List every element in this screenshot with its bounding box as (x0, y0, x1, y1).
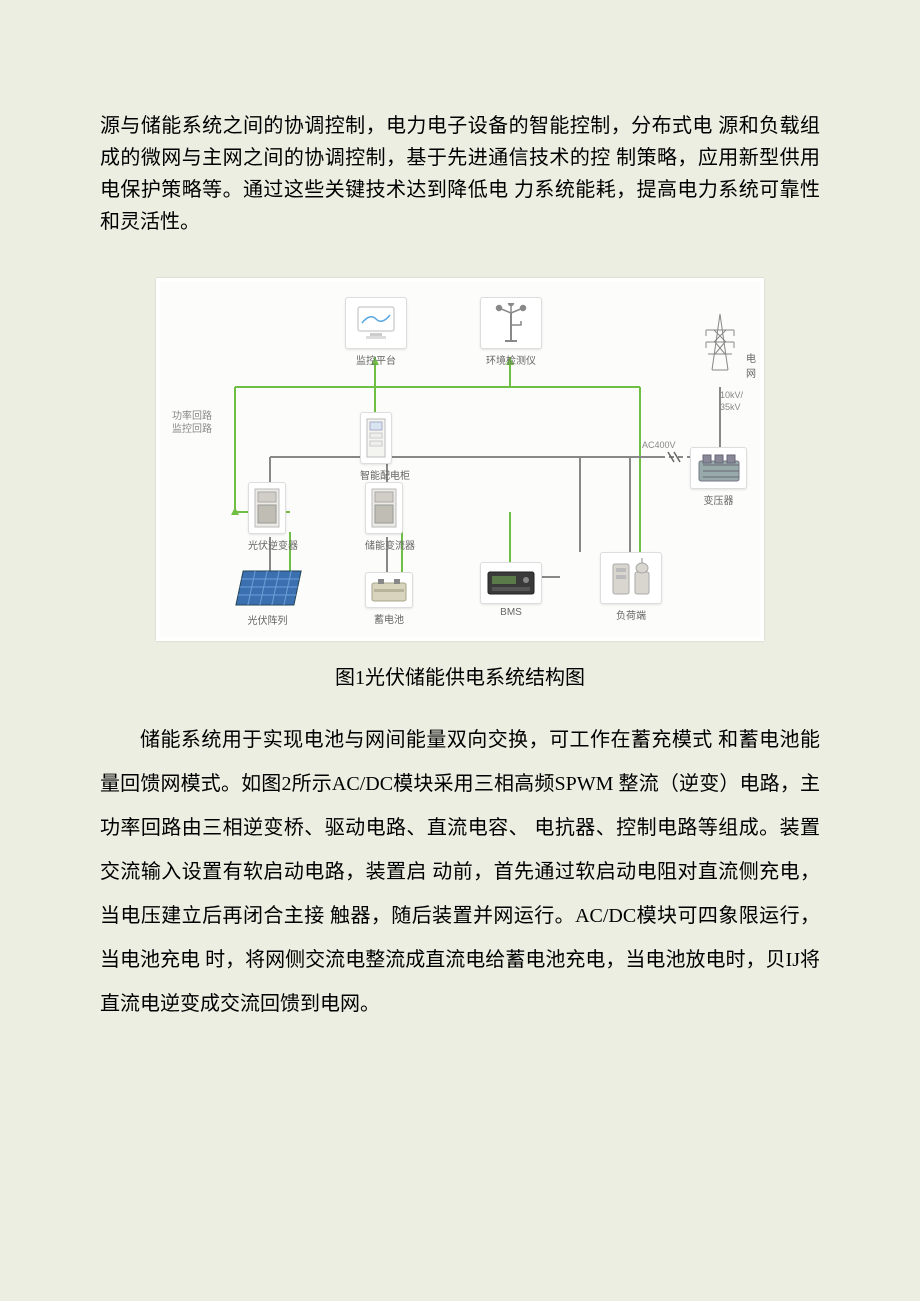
transformer-node: 变压器 (690, 447, 747, 507)
pv-array-node: 光伏阵列 (230, 567, 305, 627)
bms-icon (480, 562, 542, 604)
load-icon (600, 552, 662, 604)
grid-node: 电网 (698, 312, 742, 377)
storage-converter-icon (365, 482, 403, 534)
env-detector-node: 环境检测仪 (480, 297, 542, 367)
battery-node: 蓄电池 (365, 572, 413, 626)
monitor-platform-node: 监控平台 (345, 297, 407, 367)
document-page: 源与储能系统之间的协调控制，电力电子设备的智能控制，分布式电 源和负载组成的微网… (0, 0, 920, 1086)
kv-label: 10kV/ 35kV (720, 390, 743, 413)
ac400-label: AC400V (642, 440, 676, 452)
system-diagram: 功率回路 监控回路 监控平台 (156, 278, 764, 641)
pv-inverter-icon (248, 482, 286, 534)
transformer-icon (690, 447, 747, 489)
anemometer-icon (480, 297, 542, 349)
battery-icon (365, 572, 413, 608)
cabinet-node: 智能配电柜 (360, 412, 410, 482)
tower-icon (698, 312, 742, 372)
cabinet-icon (360, 412, 392, 464)
pv-inverter-node: 光伏逆变器 (248, 482, 298, 552)
bms-node: BMS (480, 562, 542, 618)
load-node: 负荷端 (600, 552, 662, 622)
figure-caption: 图1光伏储能供电系统结构图 (100, 661, 820, 690)
intro-paragraph: 源与储能系统之间的协调控制，电力电子设备的智能控制，分布式电 源和负载组成的微网… (100, 110, 820, 238)
monitor-icon (345, 297, 407, 349)
power-loop-label: 功率回路 监控回路 (172, 410, 212, 436)
pv-array-icon (230, 567, 305, 609)
body-paragraph: 储能系统用于实现电池与网间能量双向交换，可工作在蓄充模式 和蓄电池能量回馈网模式… (100, 718, 820, 1026)
storage-converter-node: 储能变流器 (365, 482, 415, 552)
